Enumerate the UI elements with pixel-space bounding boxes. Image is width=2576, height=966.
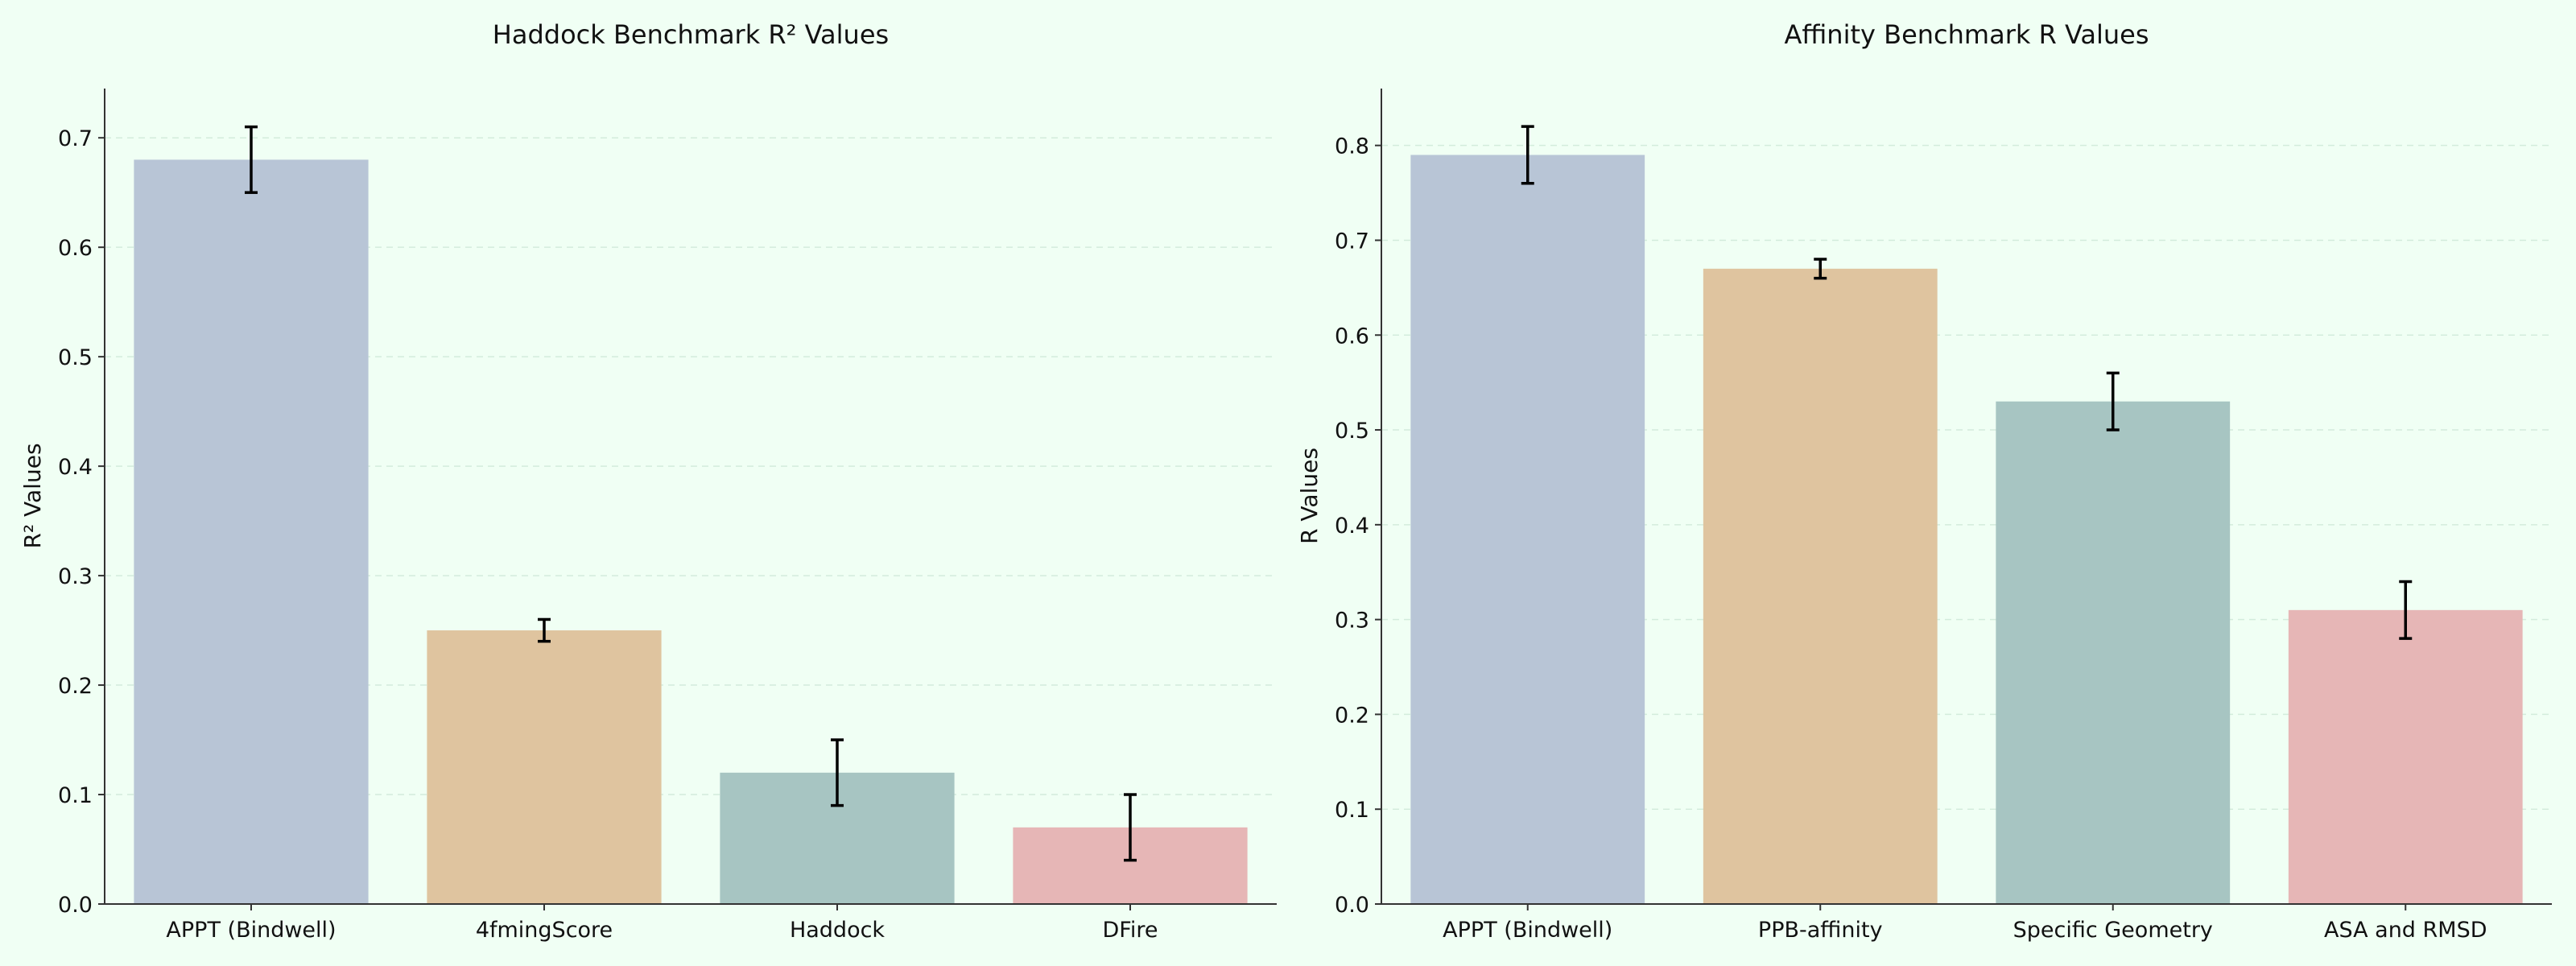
error-bar: [831, 738, 844, 807]
error-bar: [245, 125, 258, 194]
chart-panel-affinity: Affinity Benchmark R Values R Values APP…: [1296, 19, 2552, 943]
y-tick-label: 0.2: [1335, 703, 1369, 728]
error-bar: [538, 617, 551, 643]
chart-panel-haddock: Haddock Benchmark R² Values R² Values AP…: [19, 19, 1277, 943]
y-tick-label: 0.7: [1335, 229, 1369, 254]
bar: [134, 159, 369, 904]
error-bar: [1124, 793, 1137, 862]
y-tick-label: 0.5: [58, 345, 93, 370]
x-tick-label: DFire: [1103, 918, 1158, 943]
x-tick-label: APPT (Bindwell): [166, 918, 336, 943]
error-bar: [2106, 371, 2120, 431]
y-tick-label: 0.1: [58, 783, 93, 808]
bar: [1703, 268, 1938, 904]
bar: [2288, 609, 2523, 904]
y-axis-label: R² Values: [19, 443, 46, 548]
y-axis-label: R Values: [1296, 448, 1323, 544]
y-tick-label: 0.3: [1335, 609, 1369, 634]
y-tick-label: 0.2: [58, 674, 93, 699]
x-tick-label: PPB-affinity: [1758, 918, 1883, 943]
error-bar: [1814, 258, 1827, 280]
y-tick-label: 0.0: [1335, 893, 1369, 918]
y-tick-label: 0.5: [1335, 419, 1369, 444]
y-tick-label: 0.4: [1335, 514, 1369, 539]
y-tick-label: 0.8: [1335, 134, 1369, 159]
y-tick-label: 0.1: [1335, 798, 1369, 823]
y-tick-label: 0.7: [58, 126, 93, 151]
y-tick-label: 0.4: [58, 455, 93, 480]
bar: [427, 630, 662, 904]
y-tick-label: 0.3: [58, 564, 93, 589]
chart-title: Haddock Benchmark R² Values: [493, 19, 889, 50]
y-tick-label: 0.6: [1335, 324, 1369, 349]
x-tick-label: 4fmingScore: [476, 918, 613, 943]
x-tick-label: Specific Geometry: [2013, 918, 2213, 943]
error-bar: [2399, 580, 2413, 640]
x-tick-label: ASA and RMSD: [2324, 918, 2487, 943]
chart-title: Affinity Benchmark R Values: [1784, 19, 2149, 50]
x-tick-label: APPT (Bindwell): [1443, 918, 1612, 943]
bar: [1996, 401, 2231, 904]
bar: [1410, 155, 1645, 904]
y-tick-label: 0.0: [58, 893, 93, 918]
error-bar: [1521, 125, 1534, 185]
y-tick-label: 0.6: [58, 236, 93, 261]
x-tick-label: Haddock: [790, 918, 885, 943]
